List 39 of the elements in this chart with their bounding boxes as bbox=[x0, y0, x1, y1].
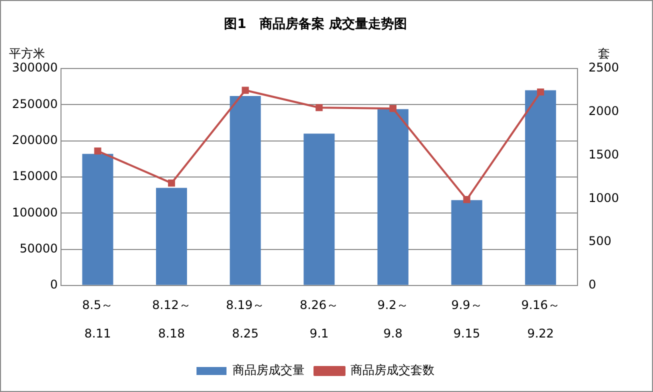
bar bbox=[156, 188, 188, 285]
point bbox=[168, 180, 176, 187]
bar bbox=[377, 109, 408, 285]
point bbox=[537, 88, 544, 96]
category-label: 8.5～ 8.11 bbox=[82, 298, 114, 341]
y-tick-label: 150000 bbox=[12, 169, 58, 184]
y-axis-title: 平方米 bbox=[9, 46, 45, 61]
point bbox=[94, 147, 102, 155]
point bbox=[242, 86, 249, 94]
category-label: 8.19～ 8.25 bbox=[226, 298, 265, 341]
y2-tick-label: 500 bbox=[588, 234, 612, 248]
category-label: 9.2～ 9.8 bbox=[377, 298, 408, 341]
bar bbox=[451, 200, 482, 285]
y-tick-label: 100000 bbox=[12, 205, 58, 220]
y2-tick-label: 1500 bbox=[588, 147, 620, 162]
y2-tick-label: 2500 bbox=[588, 60, 620, 75]
legend-label: 商品房成交量 bbox=[232, 363, 304, 378]
y-tick-label: 0 bbox=[50, 278, 58, 292]
y2-tick-label: 0 bbox=[588, 278, 596, 292]
y-tick-label: 200000 bbox=[12, 132, 58, 147]
y2-axis-title: 套 bbox=[598, 46, 610, 61]
bar bbox=[304, 134, 335, 285]
category-label: 9.16～ 9.22 bbox=[521, 298, 560, 341]
point bbox=[463, 196, 470, 204]
category-label: 9.9～ 9.15 bbox=[451, 298, 482, 341]
legend-label: 商品房成交套数 bbox=[350, 363, 434, 378]
bar bbox=[525, 90, 556, 285]
category-label: 8.12～ 8.18 bbox=[152, 298, 191, 341]
y-tick-label: 50000 bbox=[20, 241, 58, 256]
chart-title: 图1 商品房备案 成交量走势图 bbox=[224, 16, 407, 32]
y-tick-label: 300000 bbox=[12, 60, 58, 75]
bar bbox=[82, 154, 114, 285]
point bbox=[316, 104, 323, 112]
y2-tick-label: 1000 bbox=[588, 190, 620, 205]
bar bbox=[230, 96, 261, 285]
point bbox=[389, 104, 396, 112]
category-label: 8.26～ 9.1 bbox=[300, 298, 338, 341]
y-tick-label: 250000 bbox=[12, 96, 58, 111]
y2-tick-label: 2000 bbox=[588, 104, 620, 118]
